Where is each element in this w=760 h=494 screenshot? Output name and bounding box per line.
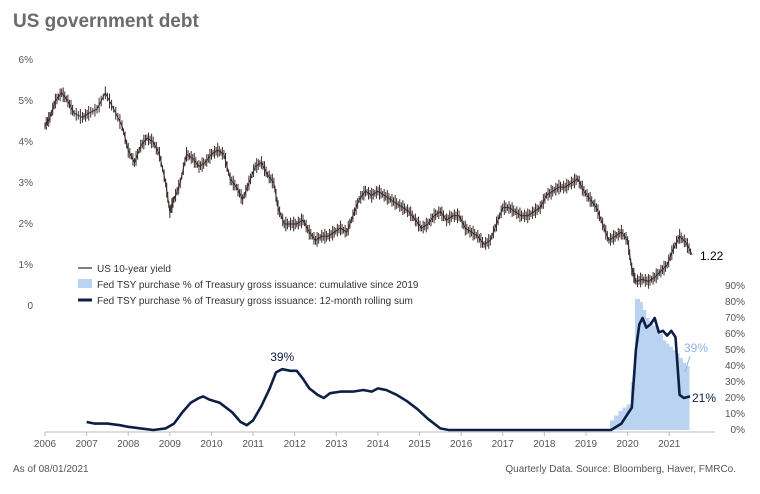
y-left-tick-label: 0 [27,301,33,312]
x-tick-label: 2012 [284,439,307,450]
x-tick-label: 2018 [533,439,556,450]
y-right-tick-label: 90% [725,281,745,292]
cumulative-bar [637,302,643,430]
y-left-tick-label: 5% [19,96,34,107]
cumulative-bar [654,327,660,430]
cumulative-bar [674,353,680,430]
y-left-tick-label: 1% [19,260,34,271]
rolling-latest-label: 21% [692,391,716,405]
x-tick-label: 2016 [450,439,473,450]
cumulative-bar [667,346,673,430]
y-left-tick-label: 6% [19,55,34,66]
legend-swatch-cumulative [78,279,92,288]
cumulative-bar [626,404,632,430]
legend-label-yield: US 10-year yield [97,264,171,275]
y-right-tick-label: 10% [725,409,745,420]
x-tick-label: 2013 [325,439,348,450]
rolling-sum-line [86,316,691,432]
x-tick-label: 2010 [200,439,223,450]
cumulative-bar [661,340,667,430]
x-tick-label: 2008 [117,439,140,450]
x-tick-label: 2020 [616,439,639,450]
yield-latest-label: 1.22 [700,249,724,263]
cumulative-bar [651,326,657,430]
y-right-tick-label: 60% [725,329,745,340]
cumulative-bar [641,310,647,430]
x-tick-label: 2009 [159,439,182,450]
cumulative-latest-label: 39% [684,341,708,355]
cumulative-bar [647,321,653,430]
y-left-tick-label: 4% [19,137,34,148]
x-tick-label: 2017 [492,439,515,450]
x-tick-label: 2007 [75,439,98,450]
y-right-tick-label: 0% [731,425,746,436]
y-right-tick-label: 30% [725,377,745,388]
x-tick-label: 2006 [34,439,57,450]
cumulative-bar [614,415,620,430]
y-right-tick-label: 50% [725,345,745,356]
cumulative-bar [630,382,636,430]
y-left-tick-label: 3% [19,178,34,189]
y-right-tick-label: 40% [725,361,745,372]
source-note: Quarterly Data. Source: Bloomberg, Haver… [505,464,736,475]
legend-label-cumulative: Fed TSY purchase % of Treasury gross iss… [97,280,419,291]
cumulative-leader-line [684,355,691,373]
y-right-tick-label: 80% [725,297,745,308]
cumulative-bar [657,334,663,430]
x-tick-label: 2011 [242,439,264,450]
legend-label-rolling: Fed TSY purchase % of Treasury gross iss… [97,296,413,307]
cumulative-bar [664,343,670,430]
y-right-tick-label: 20% [725,393,745,404]
cumulative-bar [671,350,677,430]
x-tick-label: 2015 [408,439,431,450]
cumulative-bar [610,420,616,430]
as-of-date: As of 08/01/2021 [13,464,89,475]
y-right-tick-label: 70% [725,313,745,324]
chart-title: US government debt [13,11,199,32]
y-left-tick-label: 2% [19,219,34,230]
cumulative-bar [644,318,650,430]
cumulative-bar [618,410,624,430]
cumulative-bar [635,298,641,430]
x-tick-label: 2021 [658,439,681,450]
x-tick-label: 2014 [367,439,390,450]
x-tick-label: 2019 [575,439,598,450]
peak-2011-label: 39% [270,350,294,364]
